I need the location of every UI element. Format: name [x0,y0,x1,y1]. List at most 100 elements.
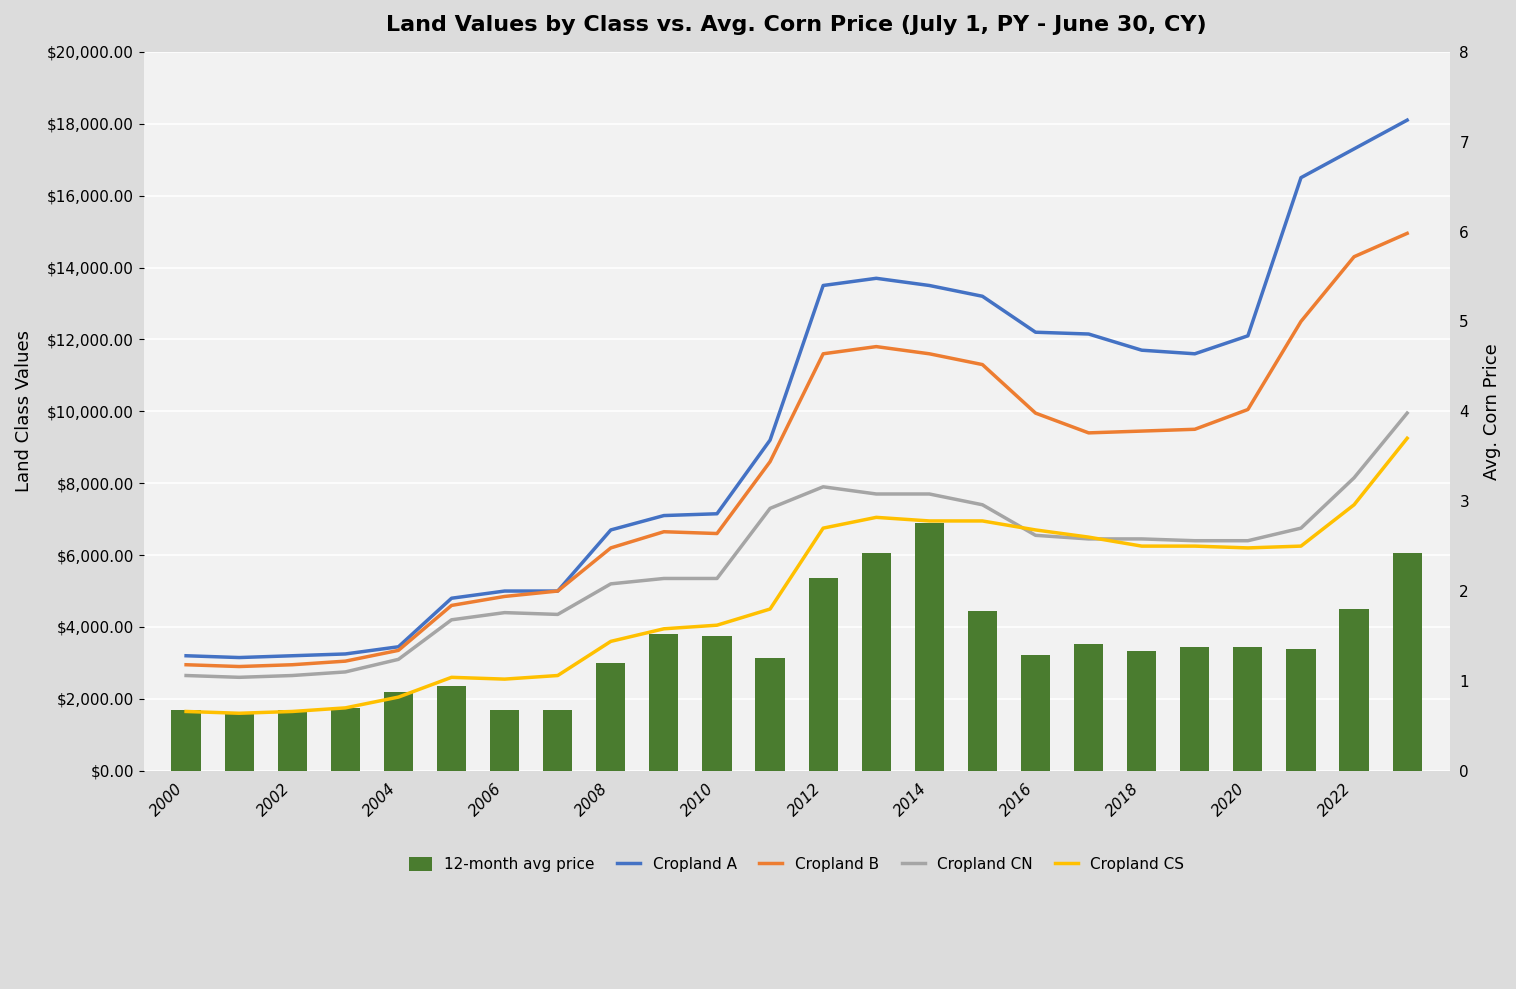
Cropland CN [1345,472,1363,484]
Line: Cropland A: Cropland A [186,120,1407,658]
Cropland A [708,507,726,519]
Cropland A [549,585,567,597]
Bar [543,710,573,770]
Cropland CS [1186,540,1204,552]
Bar [1126,652,1157,770]
Cropland B [708,527,726,539]
Bar [1179,647,1210,770]
Cropland CS [1398,432,1416,444]
Cropland B [1398,227,1416,239]
Bar [384,691,412,770]
Cropland CN [1186,535,1204,547]
Bar [649,634,679,770]
Cropland CN [1292,522,1310,534]
Cropland CN [443,614,461,626]
Cropland CN [1132,533,1151,545]
Cropland CN [1398,407,1416,419]
Cropland CN [761,502,779,514]
Cropland B [230,661,249,673]
Cropland B [1026,407,1045,419]
Cropland CS [496,674,514,685]
Cropland B [602,542,620,554]
Bar [808,579,838,770]
Cropland B [1292,315,1310,327]
Cropland B [549,585,567,597]
Cropland CS [761,603,779,615]
Bar [277,710,306,770]
Cropland CS [920,515,938,527]
Cropland A [1292,172,1310,184]
Cropland CS [814,522,832,534]
Cropland A [1079,328,1098,340]
Bar [702,636,732,770]
Cropland CS [177,705,196,717]
Cropland CN [1026,529,1045,541]
Cropland CS [443,672,461,683]
Cropland CN [867,488,885,499]
Bar [861,553,891,770]
Cropland B [283,659,302,671]
Bar [490,710,518,770]
Cropland CN [230,672,249,683]
Cropland A [1132,344,1151,356]
Cropland CS [1079,531,1098,543]
Cropland A [283,650,302,662]
Cropland B [1186,423,1204,435]
Cropland B [973,359,991,371]
Cropland CS [1132,540,1151,552]
Y-axis label: Land Class Values: Land Class Values [15,330,33,493]
Cropland CN [708,573,726,584]
Cropland CN [655,573,673,584]
Bar [1234,647,1263,770]
Cropland CS [602,636,620,648]
Cropland CN [1239,535,1257,547]
Cropland CN [283,670,302,681]
Title: Land Values by Class vs. Avg. Corn Price (July 1, PY - June 30, CY): Land Values by Class vs. Avg. Corn Price… [387,15,1207,35]
Cropland B [1345,251,1363,263]
Cropland B [814,348,832,360]
Bar [437,686,465,770]
Cropland CN [390,654,408,666]
Cropland CS [973,515,991,527]
Cropland CS [867,511,885,523]
Cropland B [177,659,196,671]
Cropland B [496,590,514,602]
Cropland CS [549,670,567,681]
Bar [1073,644,1104,770]
Cropland B [655,526,673,538]
Cropland CN [602,578,620,589]
Bar [171,710,200,770]
Bar [330,708,359,770]
Cropland CS [1345,498,1363,510]
Cropland CS [708,619,726,631]
Cropland CS [230,707,249,719]
Line: Cropland CN: Cropland CN [186,413,1407,677]
Cropland A [230,652,249,664]
Bar [1340,609,1369,770]
Bar [1020,655,1051,770]
Cropland CN [920,488,938,499]
Cropland A [867,272,885,284]
Cropland CN [549,608,567,620]
Cropland A [973,291,991,303]
Cropland B [1079,427,1098,439]
Cropland A [1345,143,1363,155]
Cropland A [337,648,355,660]
Cropland CN [1079,533,1098,545]
Cropland CN [496,606,514,618]
Cropland A [496,585,514,597]
Line: Cropland B: Cropland B [186,233,1407,667]
Cropland A [920,280,938,292]
Cropland CS [1292,540,1310,552]
Cropland A [1186,348,1204,360]
Cropland B [443,599,461,611]
Cropland A [1239,330,1257,342]
Cropland B [867,340,885,352]
Cropland CS [283,705,302,717]
Cropland CS [1026,524,1045,536]
Bar [914,523,944,770]
Cropland A [443,592,461,604]
Cropland CS [655,623,673,635]
Cropland A [177,650,196,662]
Cropland B [761,456,779,468]
